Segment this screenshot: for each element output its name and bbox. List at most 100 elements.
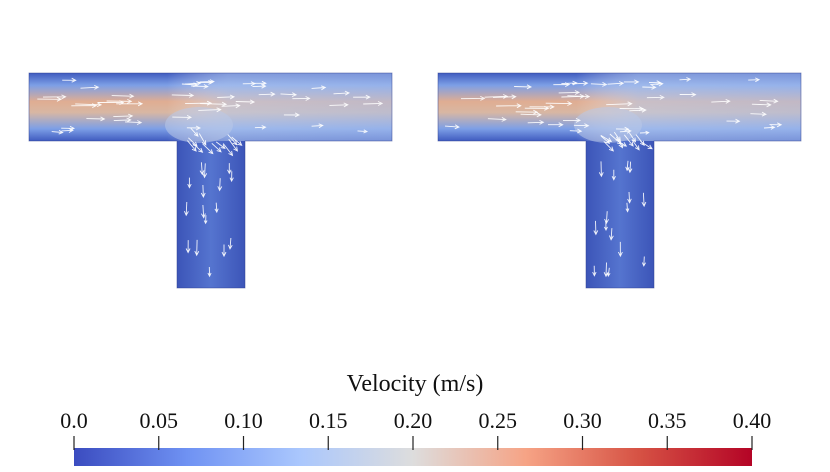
velocity-arrow xyxy=(751,102,772,108)
colorbar-tick-label: 0.20 xyxy=(393,408,433,433)
velocity-arrow xyxy=(759,98,779,104)
velocity-arrow xyxy=(185,100,213,106)
velocity-arrow xyxy=(183,201,189,217)
colorbar-gradient xyxy=(74,448,752,466)
velocity-arrow xyxy=(648,80,662,86)
velocity-arrow xyxy=(444,124,460,130)
velocity-arrow xyxy=(190,127,199,137)
velocity-arrow xyxy=(61,128,74,133)
velocity-arrow xyxy=(593,220,599,236)
velocity-arrow xyxy=(171,93,195,98)
velocity-arrow xyxy=(750,111,767,117)
velocity-arrow xyxy=(627,161,633,174)
velocity-arrow xyxy=(201,204,206,219)
velocity-arrow xyxy=(625,202,630,213)
velocity-arrow xyxy=(514,84,533,90)
velocity-arrow xyxy=(194,239,200,257)
velocity-arrow xyxy=(627,191,632,204)
velocity-arrow xyxy=(592,265,597,277)
velocity-arrow xyxy=(202,163,208,179)
velocity-arrow xyxy=(573,123,590,129)
t-junction-left xyxy=(28,72,393,289)
velocity-arrow xyxy=(558,90,581,95)
velocity-arrow xyxy=(172,114,192,120)
velocity-arrow xyxy=(545,101,573,106)
velocity-arrow xyxy=(608,228,614,241)
velocity-arrow xyxy=(215,141,226,150)
pipe-outline xyxy=(437,72,802,289)
velocity-arrow xyxy=(62,77,77,83)
velocity-arrow xyxy=(598,161,604,178)
velocity-arrow xyxy=(363,101,384,106)
velocity-arrow xyxy=(615,126,630,132)
velocity-arrow xyxy=(80,84,100,90)
velocity-arrow xyxy=(460,95,486,101)
velocity-arrow xyxy=(333,90,350,96)
velocity-arrow xyxy=(227,237,233,250)
velocity-arrow xyxy=(199,162,205,176)
colorbar-tick-label: 0.25 xyxy=(478,408,518,433)
junction-region xyxy=(165,107,233,143)
velocity-arrow xyxy=(222,143,234,157)
velocity-arrow xyxy=(292,96,311,101)
t-junction-right xyxy=(437,72,802,289)
velocity-arrow xyxy=(197,79,214,85)
velocity-arrow xyxy=(198,133,207,146)
velocity-arrow xyxy=(214,202,219,214)
velocity-arrow xyxy=(623,79,640,85)
velocity-arrow xyxy=(329,102,349,108)
velocity-arrow xyxy=(113,117,132,123)
velocity-arrow xyxy=(203,215,208,225)
velocity-arrow xyxy=(617,241,623,258)
velocity-arrow xyxy=(548,122,564,128)
velocity-arrow xyxy=(492,94,517,100)
velocity-arrow xyxy=(625,160,630,172)
velocity-arrow xyxy=(283,112,301,118)
velocity-arrow xyxy=(606,101,633,107)
velocity-arrow xyxy=(258,91,276,97)
velocity-arrow xyxy=(200,184,206,199)
velocity-arrow xyxy=(561,80,578,86)
velocity-arrow xyxy=(628,132,637,143)
velocity-arrow xyxy=(520,112,542,118)
velocity-arrow xyxy=(353,94,371,100)
velocity-arrow xyxy=(187,140,197,152)
velocity-arrow xyxy=(357,129,369,134)
velocity-arrow xyxy=(254,125,267,130)
velocity-arrow xyxy=(641,192,647,208)
velocity-arrow xyxy=(607,81,625,86)
velocity-arrow xyxy=(192,142,204,153)
velocity-arrow xyxy=(642,84,657,90)
velocity-arrow xyxy=(37,96,63,102)
velocity-arrow xyxy=(600,134,613,143)
velocity-arrow xyxy=(42,94,67,100)
velocity-arrow xyxy=(769,122,783,128)
velocity-arrow xyxy=(207,266,212,278)
velocity-arrow xyxy=(515,109,539,115)
velocity-arrow xyxy=(202,143,214,155)
velocity-arrow xyxy=(86,116,106,122)
velocity-arrow xyxy=(227,134,238,146)
velocity-arrow xyxy=(569,128,583,134)
velocity-arrow xyxy=(711,98,731,104)
velocity-arrow xyxy=(71,103,98,109)
velocity-arrow xyxy=(604,211,609,225)
velocity-arrow xyxy=(186,125,202,131)
velocity-arrow xyxy=(600,135,611,144)
pipe-outline xyxy=(28,72,393,289)
velocity-arrow xyxy=(631,139,640,151)
velocity-arrow xyxy=(611,169,616,181)
velocity-arrow xyxy=(590,82,608,87)
velocity-arrow xyxy=(679,92,697,98)
velocity-arrow xyxy=(221,103,241,109)
branch-pipe xyxy=(177,140,245,288)
velocity-arrow xyxy=(529,104,555,110)
velocity-arrow xyxy=(221,244,227,258)
velocity-arrow xyxy=(198,107,222,113)
velocity-arrow xyxy=(235,99,256,105)
velocity-arrow xyxy=(217,178,223,192)
velocity-arrow xyxy=(231,136,243,146)
velocity-arrow xyxy=(75,102,103,108)
